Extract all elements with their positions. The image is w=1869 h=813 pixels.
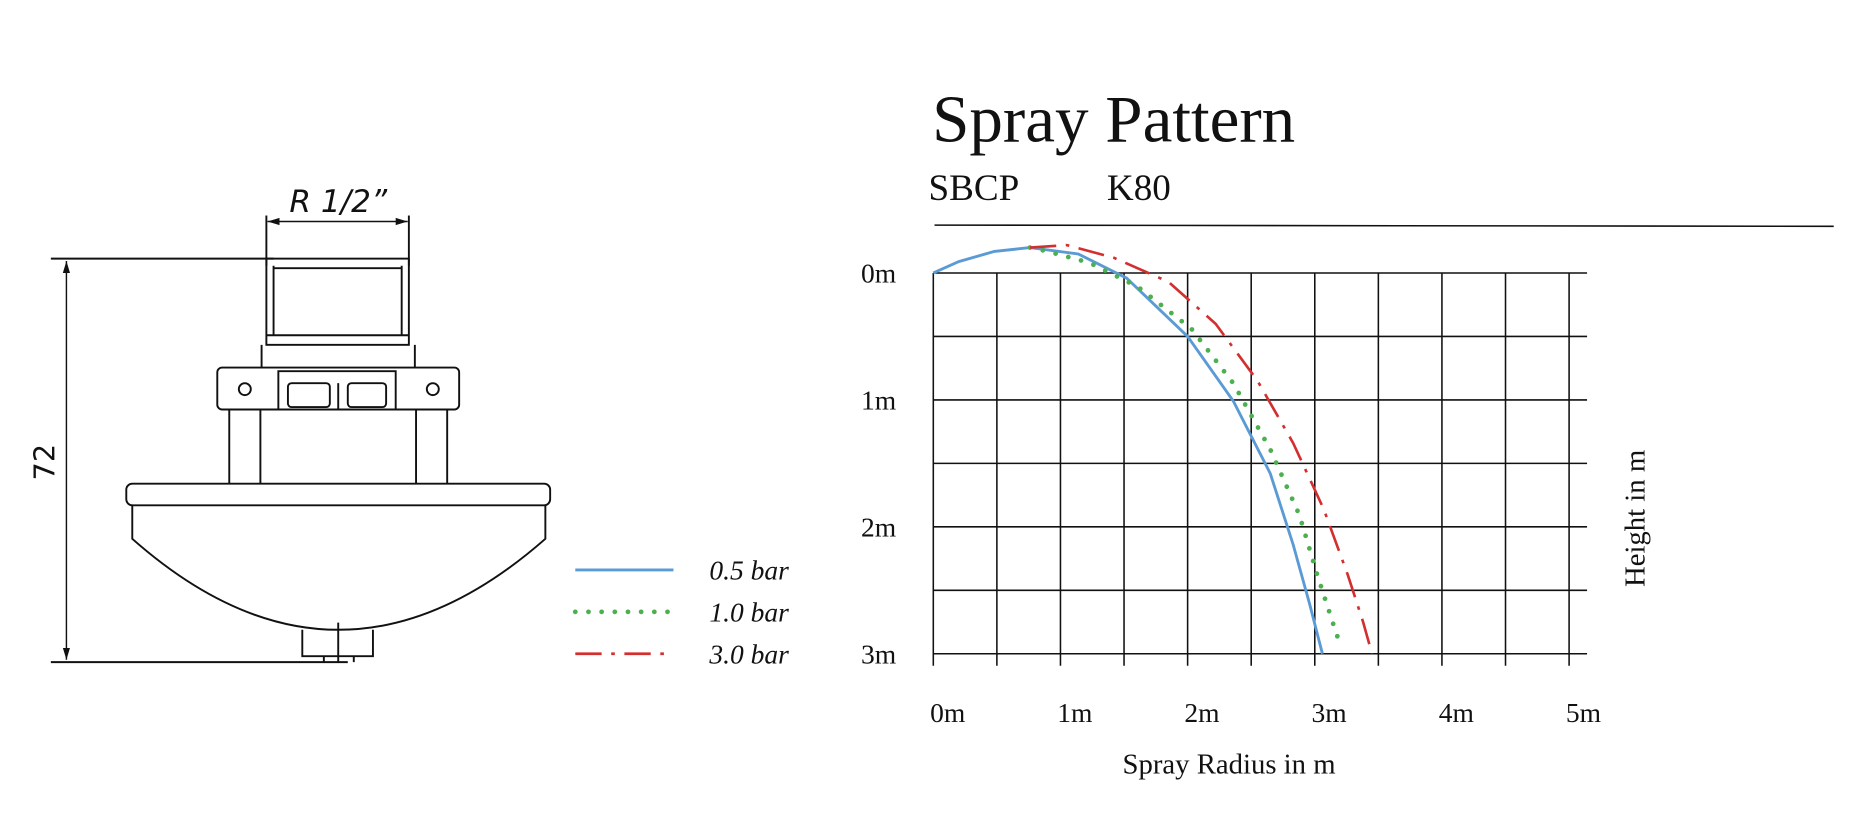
series-line [1029,243,1374,655]
sprinkler-drawing [50,215,552,664]
x-tick-label: 4m [1439,697,1474,728]
legend-label: 1.0 bar [709,596,789,627]
k-factor: K80 [1107,168,1171,209]
x-tick-label: 2m [1184,697,1219,728]
model: SBCP [929,168,1020,209]
title-rule [934,224,1834,228]
x-tick-label: 1m [1057,697,1092,728]
legend-label: 0.5 bar [709,555,789,586]
plot: 0m 1m 2m 3m 4m 5m 0m 1m 2m 3m 0.5 bar 1.0 bar 3.0 ba… [572,243,1601,728]
y-tick-label: 1m [861,384,896,415]
legend-label: 3.0 bar [708,638,789,669]
y-axis-label: Height in m [1620,450,1652,587]
thread-label: R 1/2” [289,184,388,220]
y-tick-label: 3m [861,638,896,669]
height-label: 72 [27,444,61,481]
series-line [932,246,1324,655]
series-line [1027,245,1344,652]
x-tick-label: 0m [930,697,965,728]
x-axis-label: Spray Radius in m [1123,748,1336,780]
y-tick-label: 0m [861,258,896,289]
chart-title: Spray Pattern [932,81,1295,156]
y-tick-label: 2m [861,511,896,542]
x-tick-label: 5m [1566,697,1601,728]
x-tick-label: 3m [1312,697,1347,728]
